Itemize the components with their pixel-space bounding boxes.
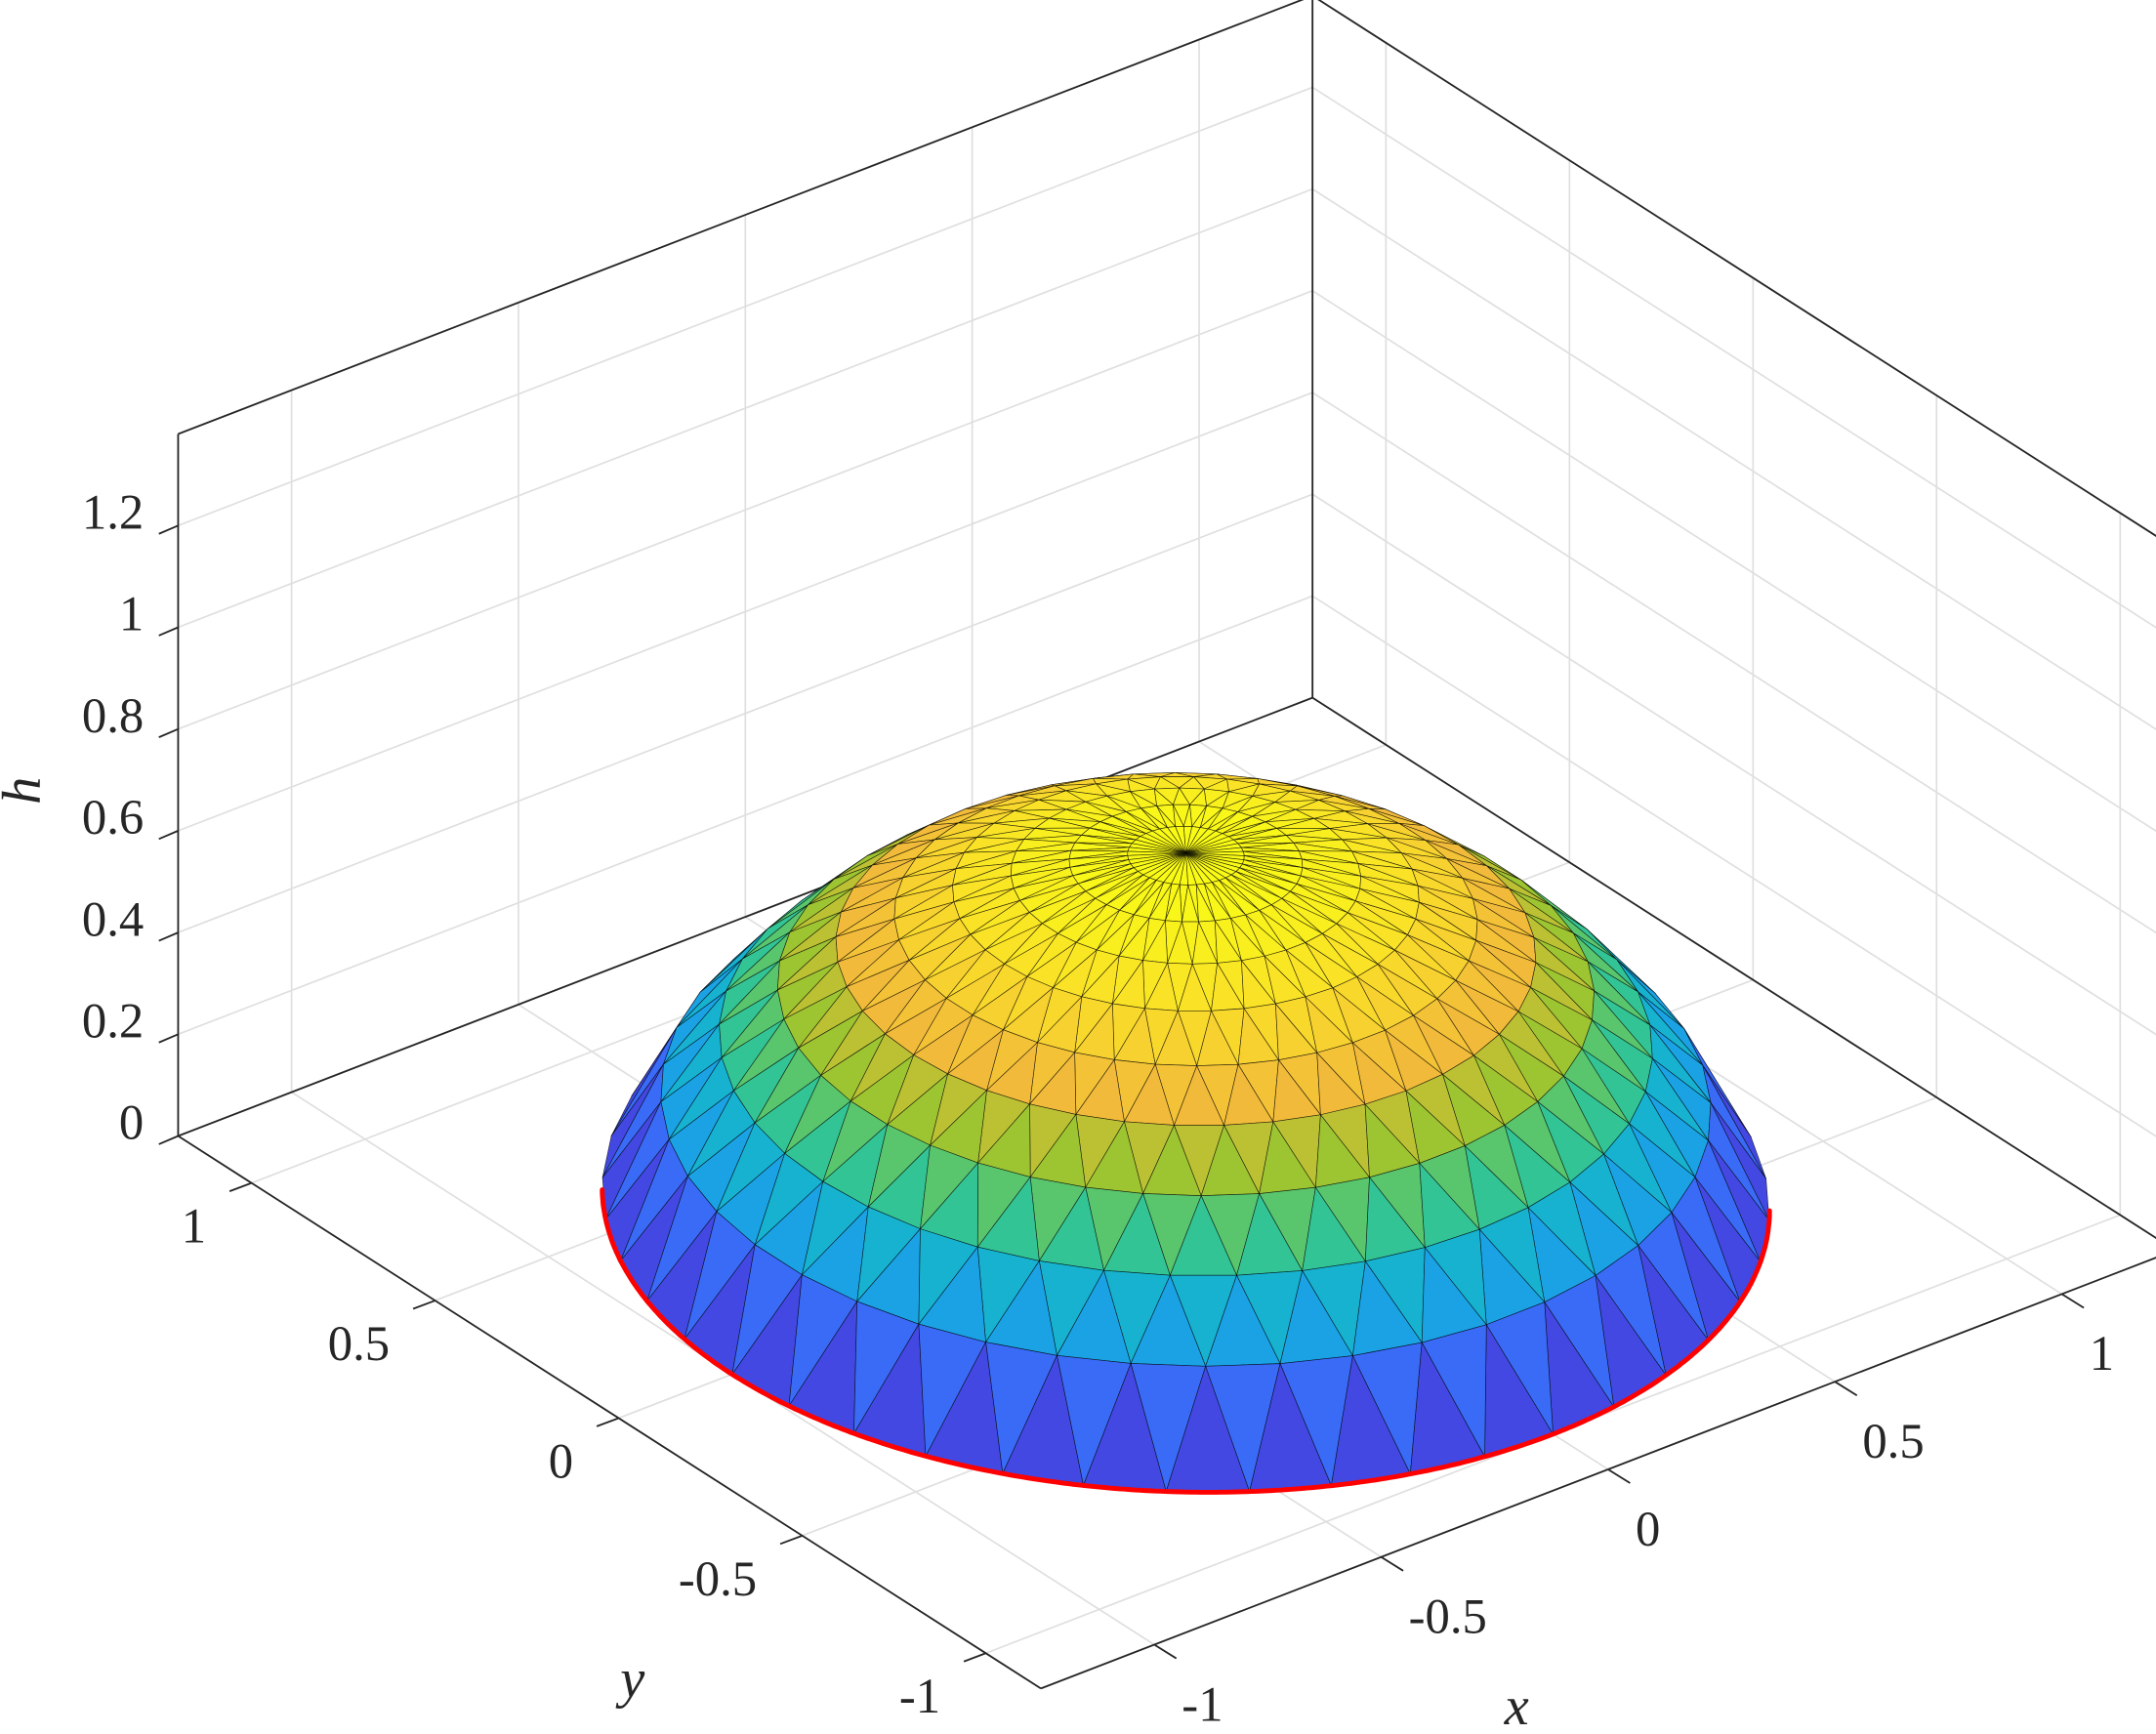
x-tick-label: 1 bbox=[2090, 1326, 2114, 1381]
y-tick-label: -0.5 bbox=[679, 1551, 757, 1606]
grid-line bbox=[178, 86, 1313, 527]
z-tick bbox=[158, 931, 179, 942]
z-tick bbox=[158, 727, 179, 738]
x-tick bbox=[1607, 1468, 1631, 1484]
grid-line bbox=[178, 290, 1313, 730]
contact-line bbox=[600, 1187, 1772, 1495]
grid-line bbox=[1311, 595, 2156, 1137]
grid-line bbox=[1311, 392, 2156, 934]
y-tick bbox=[963, 1652, 986, 1663]
x-tick bbox=[2061, 1293, 2085, 1309]
grid-line bbox=[1311, 290, 2156, 833]
z-tick-label: 0.4 bbox=[82, 891, 144, 946]
axis-line bbox=[178, 696, 1313, 1137]
z-tick bbox=[158, 830, 179, 841]
y-tick-label: 0 bbox=[549, 1433, 573, 1488]
x-tick-label: 0.5 bbox=[1862, 1414, 1924, 1468]
y-tick bbox=[412, 1300, 435, 1310]
grid-line bbox=[178, 595, 1313, 1036]
axis-line bbox=[178, 0, 1305, 435]
grid-line bbox=[178, 392, 1313, 832]
z-tick-label: 0 bbox=[119, 1095, 144, 1150]
y-tick-label: 1 bbox=[182, 1199, 206, 1254]
z-tick-label: 1 bbox=[119, 587, 144, 641]
grid-line bbox=[1311, 187, 2156, 730]
y-tick bbox=[228, 1181, 252, 1192]
y-tick bbox=[779, 1535, 803, 1546]
axis-line bbox=[177, 1135, 1042, 1690]
x-axis-label: x bbox=[1504, 1676, 1529, 1734]
z-tick bbox=[158, 626, 179, 637]
z-tick-label: 1.2 bbox=[82, 484, 144, 539]
y-tick bbox=[596, 1417, 619, 1427]
axis-line bbox=[1311, 696, 2156, 1239]
grid-line bbox=[1311, 493, 2156, 1036]
x-tick-label: -0.5 bbox=[1409, 1590, 1487, 1644]
z-tick-label: 0.8 bbox=[82, 688, 144, 743]
x-tick bbox=[1381, 1555, 1404, 1572]
axes-box bbox=[158, 0, 2156, 1690]
z-tick bbox=[158, 1033, 179, 1044]
x-tick bbox=[1153, 1643, 1178, 1660]
grid-line bbox=[178, 493, 1313, 933]
surface bbox=[600, 771, 1772, 1495]
z-tick-label: 0.6 bbox=[82, 790, 144, 845]
x-tick bbox=[1834, 1381, 1858, 1397]
z-tick bbox=[158, 524, 179, 535]
z-axis-label: h bbox=[0, 777, 53, 805]
y-axis-label: y bbox=[615, 1649, 645, 1710]
grid-line bbox=[1311, 86, 2156, 629]
axis-line bbox=[1317, 0, 2156, 537]
y-tick-label: 0.5 bbox=[328, 1316, 390, 1371]
y-tick-label: -1 bbox=[899, 1669, 940, 1723]
x-tick-label: 0 bbox=[1636, 1502, 1660, 1556]
x-tick-label: -1 bbox=[1182, 1676, 1223, 1731]
z-tick bbox=[158, 1135, 179, 1145]
grid-line bbox=[178, 187, 1313, 629]
z-tick-label: 0.2 bbox=[82, 993, 144, 1048]
